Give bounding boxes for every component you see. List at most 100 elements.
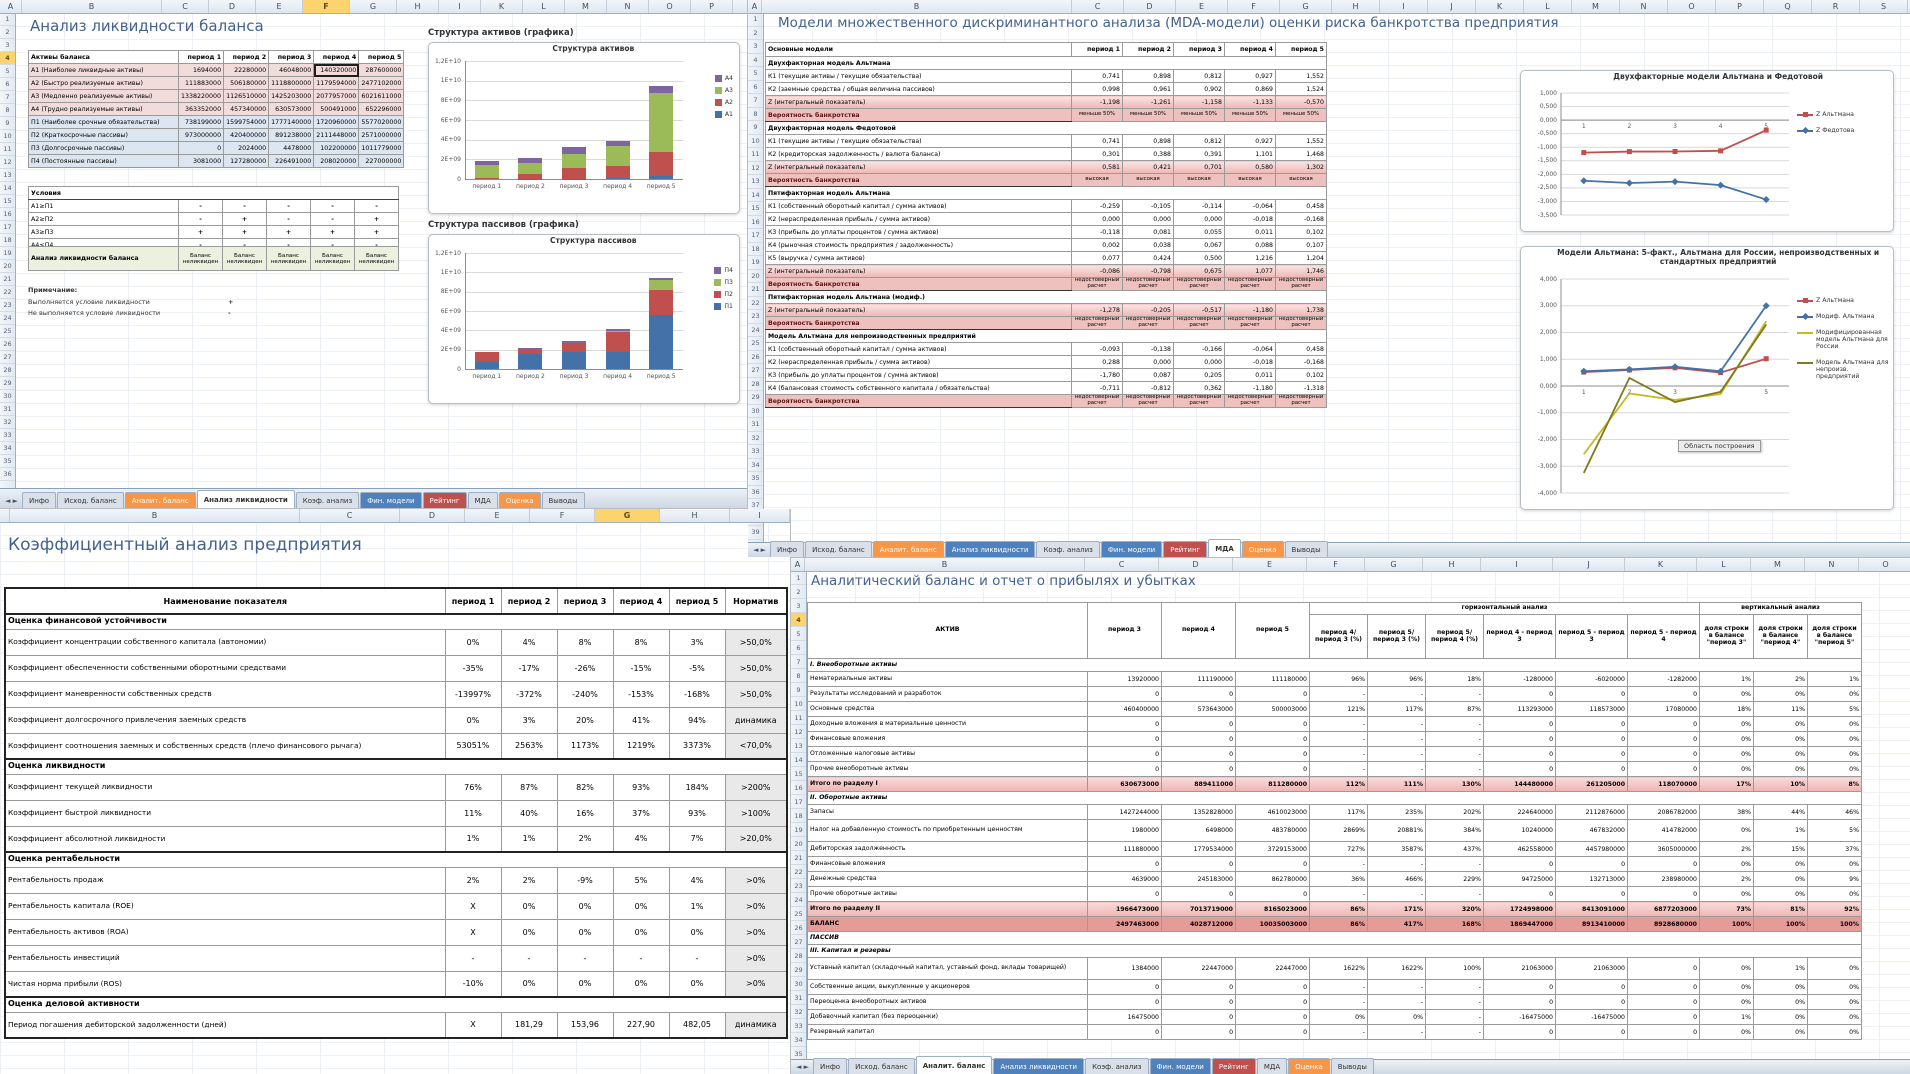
row-header[interactable]: 2 bbox=[748, 27, 763, 40]
row-header[interactable]: 14 bbox=[791, 753, 806, 767]
cell[interactable]: 2497463000 bbox=[1087, 916, 1162, 932]
row-label[interactable]: К2 (нераспределенная прибыль / сумма акт… bbox=[765, 355, 1072, 369]
row-header[interactable]: 9 bbox=[791, 683, 806, 697]
sheet-tab[interactable]: Выводы bbox=[541, 492, 585, 508]
row-header[interactable]: 4 bbox=[0, 52, 15, 65]
cell[interactable]: -10% bbox=[444, 970, 502, 998]
cell[interactable]: 0,102 bbox=[1275, 225, 1327, 239]
row-label[interactable]: П2 (Краткосрочные пассивы) bbox=[28, 128, 179, 142]
sheet-tab[interactable]: Фин. модели bbox=[1149, 1058, 1211, 1074]
condition-mark[interactable]: - bbox=[310, 199, 355, 213]
cell[interactable]: 0% bbox=[1807, 886, 1862, 902]
cell[interactable]: 630673000 bbox=[1087, 776, 1162, 792]
cell[interactable]: недостоверный расчет bbox=[1071, 277, 1123, 291]
cell[interactable]: 1118800000 bbox=[268, 76, 315, 90]
row-label[interactable]: Рентабельность капитала (ROE) bbox=[4, 892, 446, 920]
column-header[interactable]: D bbox=[1124, 0, 1176, 13]
cell[interactable]: -0,168 bbox=[1275, 212, 1327, 226]
model-section-label[interactable]: Двухфакторная модель Федотовой bbox=[765, 121, 1327, 135]
cell[interactable]: -0,093 bbox=[1071, 342, 1123, 356]
row-header[interactable]: 29 bbox=[0, 377, 15, 390]
cell[interactable]: -6020000 bbox=[1555, 671, 1628, 687]
cell[interactable]: 0,388 bbox=[1122, 147, 1174, 161]
cell[interactable]: - bbox=[1309, 856, 1368, 872]
cell[interactable]: 0 bbox=[1627, 886, 1700, 902]
cell[interactable]: - bbox=[1367, 731, 1426, 747]
cell[interactable]: 1% bbox=[500, 825, 558, 853]
result-value[interactable]: Баланс неликвиден bbox=[354, 246, 399, 271]
cell[interactable]: 1427244000 bbox=[1087, 804, 1162, 820]
cell[interactable]: 100% bbox=[1753, 916, 1808, 932]
sheet-tab[interactable]: Инфо bbox=[770, 541, 805, 557]
cell[interactable]: 5577020000 bbox=[358, 115, 405, 129]
result-value[interactable]: Баланс неликвиден bbox=[310, 246, 355, 271]
cell[interactable]: 1% bbox=[1807, 671, 1862, 687]
cell[interactable]: - bbox=[1367, 716, 1426, 732]
row-label[interactable]: А2 (Быстро реализуемые активы) bbox=[28, 76, 179, 90]
sheet-tab[interactable]: Коэф. анализ bbox=[295, 492, 360, 508]
row-header[interactable]: 13 bbox=[748, 175, 763, 189]
cell[interactable]: 0% bbox=[1753, 856, 1808, 872]
cell[interactable]: 0% bbox=[1807, 761, 1862, 777]
cell[interactable]: 0 bbox=[1483, 731, 1556, 747]
norm-cell[interactable]: >0% bbox=[724, 892, 788, 920]
cell[interactable]: 0,675 bbox=[1173, 264, 1225, 278]
cell[interactable]: 652296000 bbox=[358, 102, 405, 116]
cell[interactable]: 81% bbox=[1753, 901, 1808, 917]
row-header[interactable]: 12 bbox=[0, 156, 15, 169]
column-header[interactable]: D bbox=[400, 509, 465, 522]
section-label[interactable]: Оценка ликвидности bbox=[4, 758, 788, 775]
row-header[interactable]: 32 bbox=[0, 416, 15, 429]
cell[interactable]: 0,301 bbox=[1071, 147, 1123, 161]
cell[interactable]: 111880000 bbox=[1087, 841, 1162, 857]
column-header[interactable]: C bbox=[162, 0, 209, 13]
column-header[interactable]: K bbox=[1625, 558, 1697, 571]
cell[interactable]: 7% bbox=[668, 825, 726, 853]
cell[interactable]: 0 bbox=[1087, 886, 1162, 902]
cell[interactable]: 457340000 bbox=[223, 102, 270, 116]
cell[interactable]: 1980000 bbox=[1087, 819, 1162, 842]
cell[interactable]: 1352828000 bbox=[1161, 804, 1236, 820]
cell[interactable]: 0 bbox=[1555, 746, 1628, 762]
cell[interactable]: 0% bbox=[1699, 731, 1754, 747]
row-header[interactable]: 28 bbox=[0, 364, 15, 377]
cell[interactable]: - bbox=[1367, 1024, 1426, 1040]
cell[interactable]: 0,424 bbox=[1122, 251, 1174, 265]
cell[interactable]: 1622% bbox=[1309, 957, 1368, 980]
cell[interactable]: - bbox=[1309, 979, 1368, 995]
row-label[interactable]: Налог на добавленную стоимость по приобр… bbox=[807, 819, 1088, 842]
sheet-tab[interactable]: Аналит. баланс bbox=[915, 1056, 993, 1074]
cell[interactable]: 0,102 bbox=[1275, 368, 1327, 382]
cell[interactable]: 0% bbox=[1753, 979, 1808, 995]
cell[interactable]: 96% bbox=[1367, 671, 1426, 687]
cell[interactable]: 0 bbox=[1087, 686, 1162, 702]
cell[interactable]: 0 bbox=[1161, 1024, 1236, 1040]
cell[interactable]: 0% bbox=[612, 918, 670, 946]
cell[interactable]: 0% bbox=[612, 970, 670, 998]
cell[interactable]: 0% bbox=[444, 706, 502, 734]
cell[interactable]: 111180000 bbox=[1235, 671, 1310, 687]
cell[interactable]: - bbox=[1309, 716, 1368, 732]
row-label[interactable]: Z (интегральный показатель) bbox=[765, 303, 1072, 317]
cell[interactable]: 202% bbox=[1425, 804, 1484, 820]
cell[interactable]: 0,701 bbox=[1173, 160, 1225, 174]
cell[interactable]: - bbox=[1309, 746, 1368, 762]
cell[interactable]: 2% bbox=[1753, 671, 1808, 687]
cell[interactable]: -1,780 bbox=[1071, 368, 1123, 382]
row-label[interactable]: Z (интегральный показатель) bbox=[765, 160, 1072, 174]
row-label[interactable]: К4 (балансовая стоимость собственного ка… bbox=[765, 381, 1072, 395]
cell[interactable]: 100% bbox=[1699, 916, 1754, 932]
cell[interactable]: 1% bbox=[444, 825, 502, 853]
cell[interactable]: 0% bbox=[1753, 994, 1808, 1010]
cell[interactable]: -1,278 bbox=[1071, 303, 1123, 317]
row-header[interactable]: 13 bbox=[791, 739, 806, 753]
row-header[interactable]: 20 bbox=[0, 260, 15, 273]
cell[interactable]: 8165023000 bbox=[1235, 901, 1310, 917]
column-header[interactable]: I bbox=[1481, 558, 1553, 571]
row-header[interactable]: 8 bbox=[0, 104, 15, 117]
cell[interactable]: 15% bbox=[1753, 841, 1808, 857]
cell[interactable]: 144480000 bbox=[1483, 776, 1556, 792]
cell[interactable]: 0 bbox=[1235, 761, 1310, 777]
row-label[interactable]: Вероятность банкротства bbox=[765, 277, 1072, 291]
cell[interactable]: 1,077 bbox=[1224, 264, 1276, 278]
